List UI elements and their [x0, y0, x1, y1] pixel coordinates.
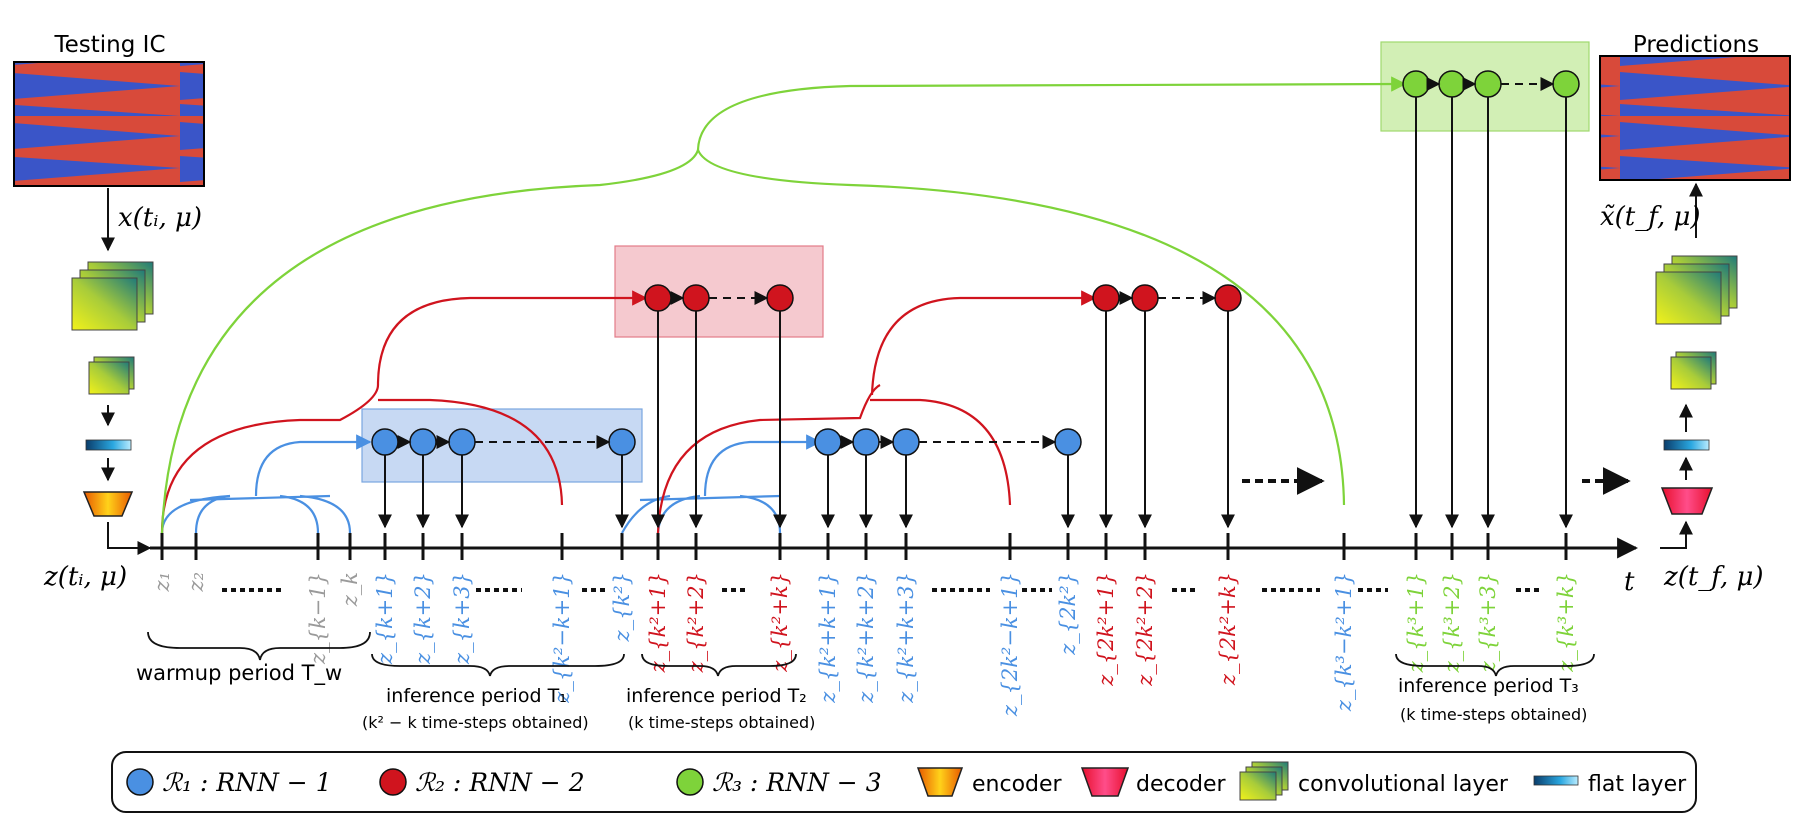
legend-r2-label: ℛ₂ : RNN − 2	[415, 768, 585, 797]
tick-label: z_{2k²}	[1056, 572, 1080, 656]
output-arrow-label: x̃(t_f, μ)	[1600, 202, 1701, 232]
tick-label: z_{2k²+1}	[1094, 572, 1118, 687]
tick-label: z_{k²}	[610, 572, 634, 642]
input-conv-layer	[71, 261, 154, 331]
axis-end-label: z(t_f, μ)	[1663, 562, 1764, 592]
input-flat-layer	[85, 439, 132, 451]
tick-label: z_{k³+1}	[1404, 572, 1428, 673]
output-decoder	[1660, 487, 1714, 515]
period-t2-sub: (k time-steps obtained)	[628, 713, 815, 732]
input-field-image	[13, 61, 205, 187]
legend: ℛ₁ : RNN − 1 ℛ₂ : RNN − 2 ℛ₃ : RNN − 3 e…	[111, 751, 1697, 813]
legend-r3-dot	[676, 768, 704, 796]
legend-flat-label: flat layer	[1588, 772, 1687, 797]
warmup-period-label: warmup period T_w	[136, 661, 342, 686]
tick-label: z_{k²+k}	[768, 572, 792, 673]
rnn1-nodes-group2	[814, 428, 1082, 529]
axis-ticks	[160, 533, 1568, 560]
tick-label: z_{k²+1}	[646, 572, 670, 673]
rnn2-arcs	[160, 290, 1097, 534]
output-panel-title: Predictions	[1633, 32, 1759, 58]
tick-label: z_{k+2}	[411, 572, 435, 665]
output-conv-layer-small	[1670, 351, 1717, 390]
input-arrow-label: x(tᵢ, μ)	[118, 203, 202, 233]
tick-label: z_{k²+k+1}	[816, 572, 840, 704]
legend-flat-icon	[1533, 775, 1579, 786]
period-t3-label: inference period T₃	[1398, 675, 1579, 697]
rnn3-nodes	[1402, 70, 1580, 529]
legend-encoder-icon	[916, 767, 964, 797]
legend-encoder-label: encoder	[972, 772, 1063, 797]
legend-conv-icon	[1239, 761, 1289, 801]
tick-label: z_{k²+k+3}	[894, 572, 918, 704]
rnn1-nodes-group1	[371, 428, 636, 529]
output-field-image	[1599, 55, 1791, 181]
tick-label: z_{k²+k+2}	[854, 572, 878, 704]
tick-label: z₂	[184, 572, 208, 592]
period-t3-sub: (k time-steps obtained)	[1400, 705, 1587, 724]
tick-label: z_{k+3}	[450, 572, 474, 665]
tick-label: z_{2k²−k+1}	[998, 572, 1022, 717]
tick-label: z_{k³+3}	[1476, 572, 1500, 673]
period-t1-label: inference period T₁	[386, 685, 567, 707]
tick-label: z_{2k²+2}	[1133, 572, 1157, 687]
input-panel-title: Testing IC	[53, 32, 165, 58]
tick-label: z_k	[338, 572, 362, 607]
output-conv-layer	[1655, 255, 1738, 325]
tick-label: z_{k³+2}	[1440, 572, 1464, 673]
tick-label: z_{k³−k²+1}	[1332, 572, 1356, 712]
tick-label: z_{k+1}	[373, 572, 397, 665]
legend-decoder-icon	[1080, 767, 1130, 797]
legend-decoder-label: decoder	[1136, 772, 1227, 797]
rnn3-arcs	[160, 76, 1407, 534]
tick-label: z₁	[150, 572, 174, 592]
tick-label: z_{2k²+k}	[1216, 572, 1240, 686]
tick-label: z_{k³+k}	[1554, 572, 1578, 673]
period-braces	[147, 631, 1595, 677]
input-conv-layer-small	[88, 356, 135, 395]
output-flat-layer	[1663, 439, 1710, 451]
axis-t-label: t	[1624, 567, 1635, 597]
tick-label: z_{k²−k+1}	[550, 572, 574, 704]
rnn1-box	[361, 408, 643, 483]
input-encoder	[82, 491, 134, 517]
rnn2-nodes-group2	[1092, 284, 1242, 529]
rnn2-nodes-group1	[644, 284, 794, 529]
tick-label: z_{k²+2}	[684, 572, 708, 673]
axis-start-label: z(tᵢ, μ)	[43, 562, 127, 592]
period-t1-sub: (k² − k time-steps obtained)	[362, 713, 589, 732]
legend-conv-label: convolutional layer	[1298, 772, 1509, 797]
legend-r1-label: ℛ₁ : RNN − 1	[162, 768, 332, 797]
tick-label: z_{k−1}	[306, 572, 330, 665]
period-t2-label: inference period T₂	[626, 685, 807, 707]
legend-r2-dot	[379, 768, 407, 796]
legend-r1-dot	[126, 768, 154, 796]
legend-r3-label: ℛ₃ : RNN − 3	[712, 768, 882, 797]
